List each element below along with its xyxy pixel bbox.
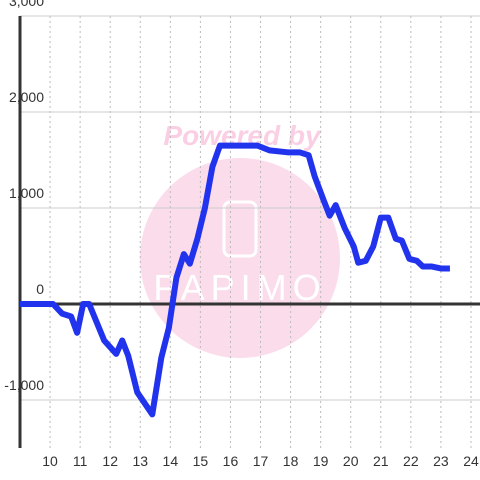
x-tick-label: 13 [132, 453, 148, 469]
x-tick-label: 23 [433, 453, 449, 469]
x-tick-label: 15 [193, 453, 209, 469]
x-tick-label: 12 [102, 453, 118, 469]
y-tick-label: 2,000 [9, 89, 44, 105]
watermark-text: PAPIMO [153, 267, 326, 308]
y-tick-label: 0 [36, 281, 44, 297]
watermark-icon [222, 200, 258, 258]
x-tick-label: 21 [373, 453, 389, 469]
y-tick-label: 3,000 [9, 0, 44, 9]
x-tick-label: 10 [42, 453, 58, 469]
x-tick-label: 14 [163, 453, 179, 469]
y-tick-label: -1,000 [4, 377, 44, 393]
x-tick-label: 18 [283, 453, 299, 469]
y-tick-label: 1,000 [9, 185, 44, 201]
x-tick-label: 20 [343, 453, 359, 469]
x-tick-label: 24 [463, 453, 479, 469]
x-tick-label: 17 [253, 453, 269, 469]
x-tick-label: 22 [403, 453, 419, 469]
x-tick-label: 16 [223, 453, 239, 469]
line [20, 142, 450, 418]
x-tick-label: 19 [313, 453, 329, 469]
x-tick-label: 11 [73, 453, 88, 469]
